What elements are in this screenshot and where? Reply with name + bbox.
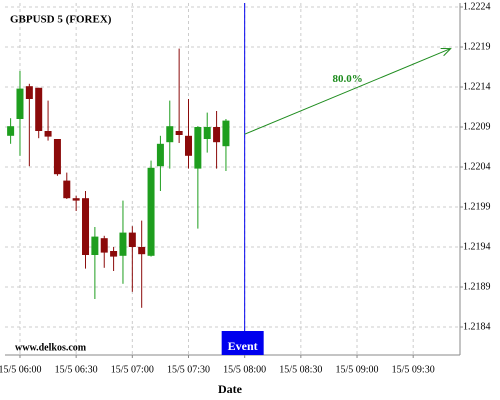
y-tick-label: 1.2219 xyxy=(463,41,491,52)
x-tick-label: 15/5 07:30 xyxy=(167,364,210,375)
y-tick-label: 1.2189 xyxy=(463,281,491,292)
candle-body xyxy=(53,139,61,175)
candle-body xyxy=(222,120,230,147)
candle-body xyxy=(213,127,221,143)
candle-body xyxy=(91,236,99,255)
candle-body xyxy=(82,198,90,255)
x-tick-label: 15/5 07:00 xyxy=(111,364,154,375)
y-tick-label: 1.2204 xyxy=(463,161,491,172)
x-tick-label: 15/5 08:30 xyxy=(279,364,322,375)
candle-body xyxy=(110,251,118,257)
candle-body xyxy=(194,127,202,169)
x-tick-label: 15/5 06:30 xyxy=(55,364,98,375)
candle-body xyxy=(35,87,43,131)
candle-body xyxy=(128,232,136,247)
candle-body xyxy=(7,126,15,136)
x-tick-label: 15/5 09:00 xyxy=(335,364,378,375)
x-tick-label: 15/5 08:00 xyxy=(223,364,266,375)
x-axis-label: Date xyxy=(218,382,243,396)
candle-body xyxy=(44,131,52,137)
y-tick-label: 1.2214 xyxy=(463,81,491,92)
forecast-arrow xyxy=(244,48,451,135)
candle-body xyxy=(100,238,108,253)
candle-body xyxy=(138,247,146,255)
y-tick-label: 1.2199 xyxy=(463,201,491,212)
chart-title: GBPUSD 5 (FOREX) xyxy=(10,14,112,26)
candle-body xyxy=(119,232,127,256)
candle-body xyxy=(147,167,155,256)
y-tick-label: 1.2224 xyxy=(463,1,491,12)
candle-body xyxy=(166,126,174,143)
y-tick-label: 1.2184 xyxy=(463,321,491,332)
candle-body xyxy=(175,131,183,135)
forecast-label: 80.0% xyxy=(333,73,363,85)
plot: 1.2184 1.2189 1.2194 1.2199 1.2204 1.2209 1.22… xyxy=(0,1,491,375)
candle-body xyxy=(184,135,192,156)
watermark: www.delkos.com xyxy=(15,342,87,353)
x-tick-label: 15/5 06:00 xyxy=(0,364,42,375)
event-box xyxy=(221,331,264,355)
y-tick-label: 1.2194 xyxy=(463,241,491,252)
candle-body xyxy=(72,198,80,201)
candle-body xyxy=(156,143,164,167)
arrow-head xyxy=(440,48,452,57)
event-label: Event xyxy=(228,339,258,353)
candle-body xyxy=(63,180,71,199)
x-tick-label: 15/5 09:30 xyxy=(392,364,435,375)
candle-body xyxy=(203,127,211,139)
candle-body xyxy=(16,88,24,119)
y-tick-label: 1.2209 xyxy=(463,121,491,132)
candle-body xyxy=(25,86,33,99)
